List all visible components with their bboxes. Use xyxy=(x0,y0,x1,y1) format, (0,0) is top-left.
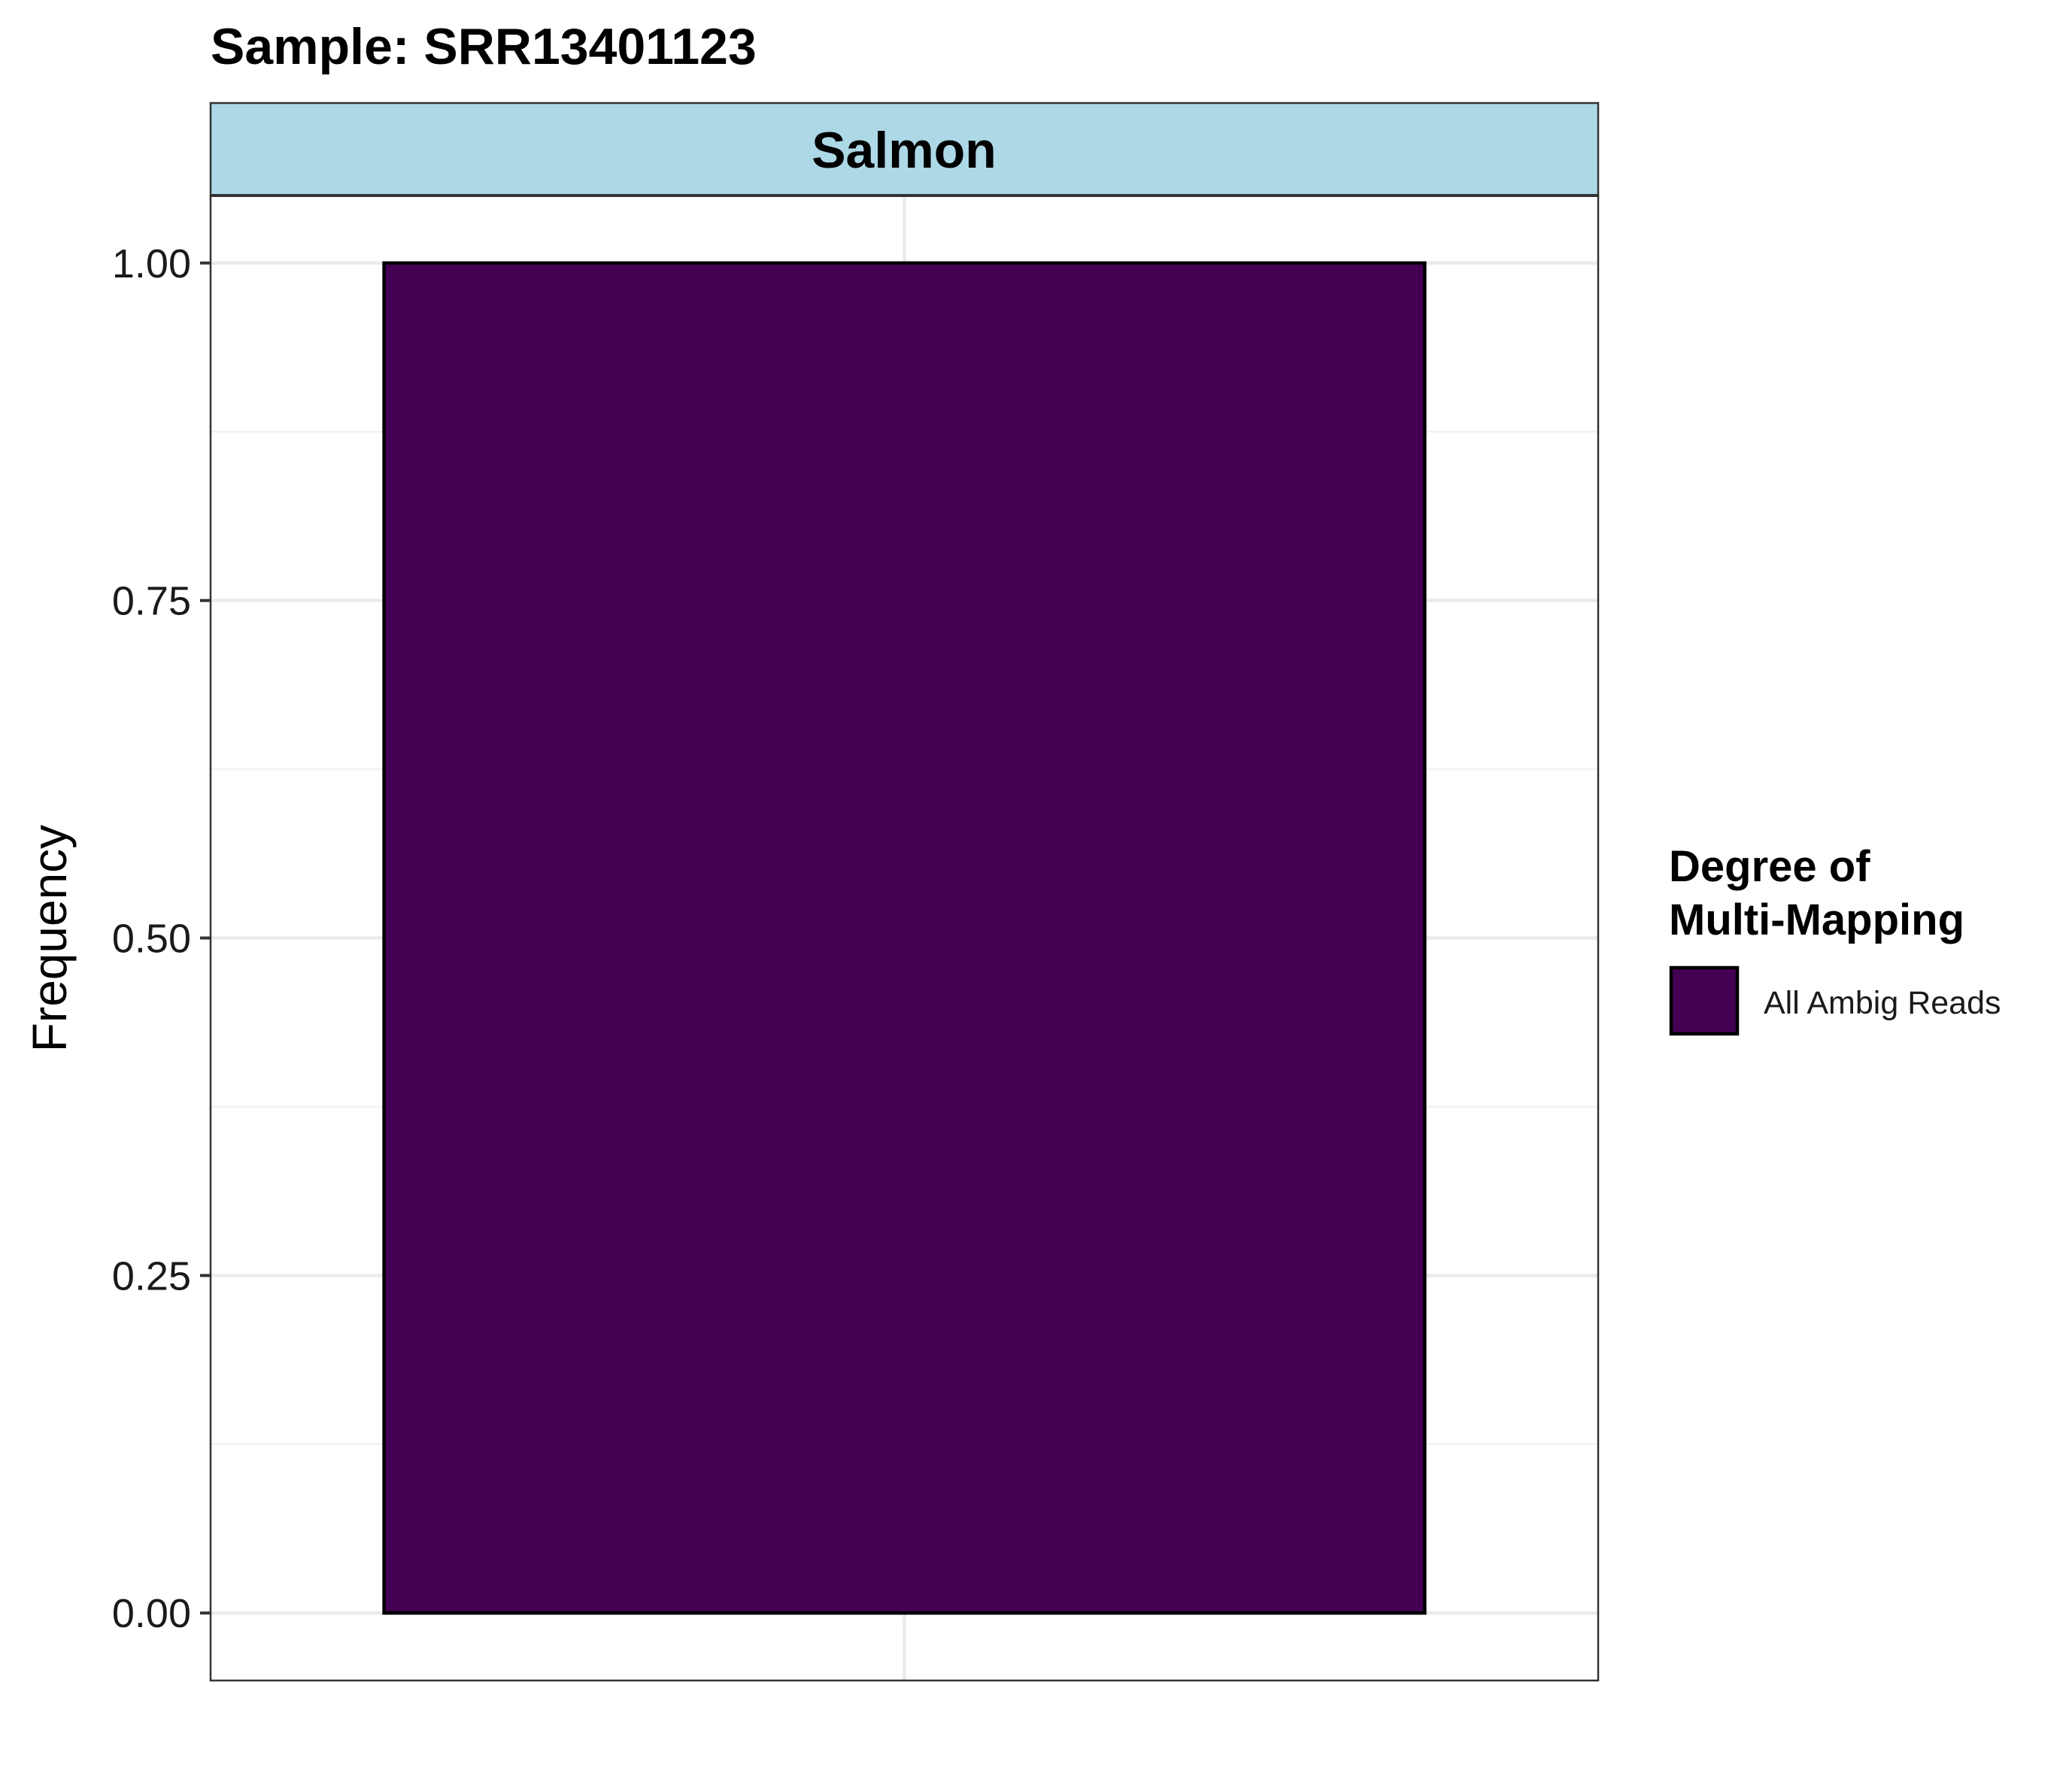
y-axis-title: Frequency xyxy=(23,825,77,1052)
y-tick-label: 0.00 xyxy=(112,1591,191,1636)
y-tick-label: 0.50 xyxy=(112,917,191,962)
facet-strip-label: Salmon xyxy=(812,122,997,179)
legend-key-swatch xyxy=(1669,965,1740,1036)
bar-all-ambig-reads xyxy=(382,261,1427,1615)
legend-title-line1: Degree of xyxy=(1669,842,1870,891)
legend-item-label: All Ambig Reads xyxy=(1764,985,2001,1021)
y-tick-label: 1.00 xyxy=(112,241,191,286)
y-tick-label: 0.25 xyxy=(112,1253,191,1299)
y-axis: 0.00 0.25 0.50 0.75 1.00 xyxy=(112,241,211,1636)
legend-title-line2: Multi-Mapping xyxy=(1669,896,1964,944)
y-tick-label: 0.75 xyxy=(112,579,191,624)
legend: Degree of Multi-Mapping All Ambig Reads xyxy=(1669,842,2001,1036)
bars xyxy=(382,261,1427,1615)
chart-title: Sample: SRR13401123 xyxy=(211,18,757,75)
facet-strip xyxy=(209,102,1600,197)
